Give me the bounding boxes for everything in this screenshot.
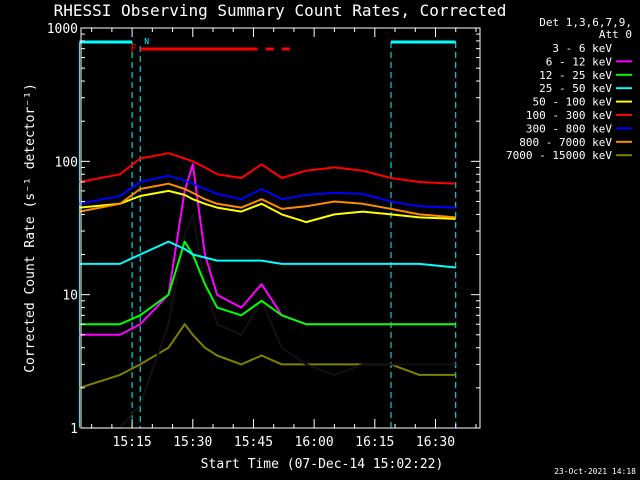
axes: 1 10 100 1000 15:15 15:30 15:45 16:00 16:15 16:30	[47, 22, 481, 450]
saa-flag-label: N	[144, 37, 149, 46]
series-line-8	[79, 323, 456, 389]
series-line-4	[79, 189, 456, 224]
x-tick-label: 15:15	[113, 435, 152, 450]
x-tick-label: 16:15	[355, 435, 394, 450]
y-axis-label: Corrected Count Rate (s⁻¹ detector⁻¹)	[23, 83, 38, 373]
series-line-1	[79, 163, 456, 336]
orbit-flags: NF	[79, 37, 457, 428]
chart-title: RHESSI Observing Summary Count Rates, Co…	[54, 1, 507, 20]
legend-label-0: 3 - 6 keV	[552, 42, 612, 55]
y-tick-label: 100	[55, 155, 78, 170]
footer-timestamp: 23-Oct-2021 14:18	[554, 467, 636, 476]
legend-label-2: 12 - 25 keV	[539, 69, 612, 82]
series-layer	[79, 152, 456, 429]
detector-info-line1: Det 1,3,6,7,9,	[539, 16, 632, 29]
detector-info-line2: Att 0	[599, 28, 632, 41]
legend-label-5: 100 - 300 keV	[526, 109, 612, 122]
flare-flag-label: F	[130, 42, 137, 55]
x-tick-label: 15:30	[173, 435, 212, 450]
legend-label-6: 300 - 800 keV	[526, 122, 612, 135]
series-line-7	[79, 182, 456, 219]
legend-label-4: 50 - 100 keV	[533, 96, 613, 109]
series-line-2	[79, 240, 456, 326]
legend-label-1: 6 - 12 keV	[546, 55, 613, 68]
x-axis-label: Start Time (07-Dec-14 15:02:22)	[201, 457, 444, 472]
x-tick-label: 15:45	[234, 435, 273, 450]
x-tick-label: 16:30	[416, 435, 455, 450]
legend-label-8: 7000 - 15000 keV	[506, 149, 612, 162]
series-line-3	[79, 240, 456, 269]
plot-frame	[80, 27, 481, 429]
series-line-5	[79, 152, 456, 185]
series-line-6	[79, 174, 456, 209]
legend-label-3: 25 - 50 keV	[539, 82, 612, 95]
x-tick-label: 16:00	[295, 435, 334, 450]
y-tick-label: 1	[70, 422, 78, 437]
y-tick-label: 1000	[47, 22, 78, 37]
series-line-0	[79, 213, 456, 429]
y-tick-label: 10	[62, 289, 78, 304]
legend-label-7: 800 - 7000 keV	[519, 136, 612, 149]
